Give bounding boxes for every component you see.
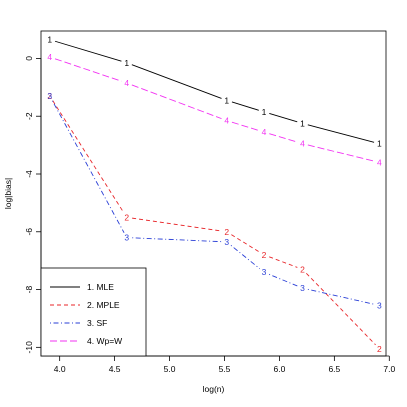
x-tick-label: 6.0 [274, 364, 286, 374]
series-1-segment [54, 40, 122, 62]
series-3-segment [132, 237, 222, 243]
series-3-segment [230, 245, 261, 270]
series-3-point: 3 [377, 300, 382, 310]
x-tick-label: 5.5 [219, 364, 231, 374]
legend-label: 3. SF [87, 318, 107, 328]
series-1-point: 1 [300, 118, 305, 128]
series-2-segment [231, 234, 260, 253]
x-axis: 4.0 4.5 5.0 5.5 6.0 6.5 7.0 [54, 355, 395, 374]
series-4-point: 4 [47, 52, 52, 62]
x-tick-label: 7.0 [383, 364, 395, 374]
series-4-segment [269, 133, 298, 143]
series-3-segment [268, 273, 298, 287]
series-4-point: 4 [124, 78, 129, 88]
series-4-point: 4 [377, 157, 382, 167]
x-tick-label: 6.5 [328, 364, 340, 374]
series-1-point: 1 [224, 95, 229, 105]
series-4-segment [54, 58, 122, 82]
series-1: 1 1 1 1 1 1 [47, 35, 382, 149]
series-4: 4 4 4 4 4 4 [47, 52, 382, 167]
series-4-segment [231, 121, 259, 131]
y-axis: 0 -2 -4 -6 -8 -10 [24, 56, 42, 354]
series-1-point: 1 [262, 107, 267, 117]
series-4-segment [131, 84, 222, 120]
series-4-point: 4 [300, 139, 305, 149]
legend-label: 4. Wp=W [87, 336, 122, 346]
series-3-point: 3 [300, 283, 305, 293]
series-3-point: 3 [224, 237, 229, 247]
series-1-segment [307, 124, 375, 143]
series-3-point: 3 [262, 267, 267, 277]
x-tick-label: 5.0 [164, 364, 176, 374]
series-3-point: 3 [47, 91, 52, 101]
legend-label: 1. MLE [87, 282, 114, 292]
y-tick-label: 0 [24, 56, 34, 61]
series-2-point: 2 [377, 344, 382, 354]
series-4-segment [307, 144, 375, 162]
series-2-point: 2 [124, 212, 129, 222]
series-1-segment [131, 64, 222, 99]
series-1-point: 1 [124, 58, 129, 68]
series-1-point: 1 [377, 139, 382, 149]
series-2-point: 2 [300, 264, 305, 274]
series-1-segment [231, 101, 259, 111]
legend-label: 2. MPLE [87, 300, 120, 310]
x-tick-label: 4.0 [54, 364, 66, 374]
series-3-point: 3 [124, 233, 129, 243]
y-tick-label: -2 [24, 112, 34, 120]
series-2: 2 2 2 2 2 2 [47, 91, 382, 354]
series-2-point: 2 [262, 250, 267, 260]
series-1-segment [269, 113, 298, 123]
series-2-point: 2 [47, 91, 52, 101]
series-2-segment [132, 217, 222, 232]
series-3-segment [52, 100, 125, 233]
series-3: 3 3 3 3 3 3 [47, 91, 382, 310]
y-axis-label: log|bias| [3, 178, 13, 209]
series-4-point: 4 [262, 127, 267, 137]
legend: 1. MLE 2. MPLE 3. SF 4. Wp=W [40, 267, 147, 357]
series-2-segment [52, 100, 125, 213]
series-4-point: 4 [224, 116, 229, 126]
legend-box [40, 267, 147, 357]
series-2-point: 2 [224, 227, 229, 237]
y-tick-label: -8 [24, 286, 34, 294]
y-tick-label: -6 [24, 228, 34, 236]
x-axis-label: log(n) [203, 384, 225, 394]
series-2-segment [269, 256, 298, 268]
series-1-point: 1 [47, 35, 52, 45]
series-2-segment [305, 272, 376, 346]
y-tick-label: -4 [24, 170, 34, 178]
x-tick-label: 4.5 [109, 364, 121, 374]
series-3-segment [307, 288, 375, 305]
y-tick-label: -10 [24, 341, 34, 354]
